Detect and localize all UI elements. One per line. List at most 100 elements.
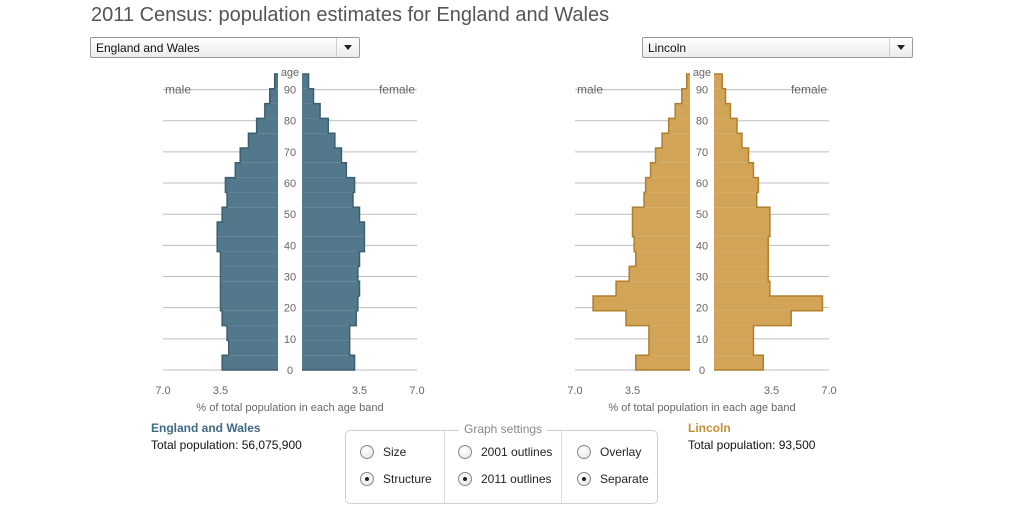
- y-tick-label: 30: [284, 272, 296, 284]
- summary-area-name: England and Wales: [151, 421, 261, 435]
- male-label: male: [165, 83, 191, 97]
- radio-separate[interactable]: Separate: [577, 472, 649, 486]
- female-label: female: [379, 83, 415, 97]
- graph-settings-panel: Graph settings Size Structure 2001 outli…: [345, 422, 658, 504]
- y-tick-label: 90: [284, 85, 296, 97]
- male-bar-50-54: [222, 207, 278, 222]
- y-tick-label: 40: [696, 240, 708, 252]
- graph-settings-legend: Graph settings: [459, 422, 548, 436]
- female-bar-5-9: [302, 340, 350, 356]
- female-label: female: [791, 83, 827, 97]
- male-bar-25-29: [616, 281, 690, 296]
- female-bar-50-54: [302, 207, 360, 222]
- male-bar-40-44: [634, 236, 690, 252]
- divider: [561, 431, 562, 503]
- male-bar-70-74: [655, 148, 690, 163]
- radio-icon[interactable]: [577, 472, 591, 486]
- y-tick-label: 90: [696, 85, 708, 97]
- radio-label: Overlay: [600, 445, 642, 459]
- female-bar-0-4: [714, 355, 764, 370]
- female-bar-90-94: [714, 88, 726, 104]
- summary-area-name: Lincoln: [688, 421, 731, 435]
- radio-2011-outlines[interactable]: 2011 outlines: [458, 472, 552, 486]
- area-select-left[interactable]: England and Wales: [90, 37, 360, 58]
- summary-right: Lincoln Total population: 93,500: [688, 421, 815, 452]
- male-bar-60-64: [645, 177, 690, 193]
- chevron-down-icon[interactable]: [889, 38, 912, 57]
- female-bar-65-69: [714, 162, 754, 178]
- page-title: 2011 Census: population estimates for En…: [91, 4, 610, 26]
- area-select-right[interactable]: Lincoln: [642, 37, 913, 58]
- area-select-left-value: England and Wales: [96, 41, 200, 55]
- male-bar-95+: [274, 74, 278, 89]
- x-tick-label: 7.0: [409, 385, 424, 397]
- female-bar-80-84: [302, 118, 329, 134]
- y-tick-label: 60: [284, 178, 296, 190]
- x-tick-label: 7.0: [567, 385, 582, 397]
- y-tick-label: 80: [696, 116, 708, 128]
- female-bar-35-39: [302, 251, 360, 267]
- x-tick-label: 7.0: [155, 385, 170, 397]
- male-bar-30-34: [629, 266, 690, 282]
- male-bar-35-39: [635, 251, 690, 267]
- pyramid-chart-lincoln: 0 10 20 30 40 50 60 70 80 90 age male female 7.0 3.5 3.…: [567, 67, 836, 414]
- radio-2001-outlines[interactable]: 2001 outlines: [458, 445, 552, 459]
- male-bar-0-4: [222, 355, 278, 370]
- female-bar-85-89: [302, 103, 321, 119]
- y-tick-label: 20: [284, 303, 296, 315]
- radio-icon[interactable]: [577, 445, 591, 459]
- y-tick-label: 60: [696, 178, 708, 190]
- male-bar-85-89: [264, 103, 278, 119]
- male-bar-85-89: [675, 103, 690, 119]
- radio-overlay[interactable]: Overlay: [577, 445, 641, 459]
- female-outline-2011: [714, 73, 824, 371]
- pyramid-chart-england-wales: 0 10 20 30 40 50 60 70 80 90 age male female 7.0 3.5 3.…: [155, 67, 424, 414]
- x-axis-label: % of total population in each age band: [196, 402, 383, 414]
- female-bar-50-54: [714, 207, 770, 222]
- x-tick-label: 3.5: [764, 385, 779, 397]
- y-axis-label: age: [693, 67, 711, 79]
- y-tick-label: 40: [284, 240, 296, 252]
- male-bar-80-84: [668, 118, 690, 134]
- male-bar-10-14: [648, 325, 690, 341]
- radio-icon[interactable]: [458, 445, 472, 459]
- radio-label: Structure: [383, 472, 432, 486]
- female-bar-10-14: [302, 325, 350, 341]
- radio-icon[interactable]: [360, 472, 374, 486]
- female-bar-60-64: [714, 177, 759, 193]
- female-bar-90-94: [302, 88, 314, 104]
- summary-total-population: Total population: 93,500: [688, 438, 816, 452]
- female-outline-2011: [302, 73, 366, 371]
- male-bar-30-34: [220, 266, 278, 282]
- y-tick-label: 50: [696, 209, 708, 221]
- male-bar-45-49: [217, 222, 278, 237]
- female-bar-20-24: [302, 296, 358, 311]
- female-bar-80-84: [714, 118, 737, 134]
- male-bar-50-54: [632, 207, 690, 222]
- radio-icon[interactable]: [458, 472, 472, 486]
- chevron-down-icon[interactable]: [336, 38, 359, 57]
- radio-structure[interactable]: Structure: [360, 472, 432, 486]
- female-bar-20-24: [714, 296, 823, 311]
- female-bar-55-59: [302, 192, 353, 208]
- radio-label: Size: [383, 445, 407, 459]
- female-bar-30-34: [302, 266, 358, 282]
- male-outline-2011: [592, 73, 690, 371]
- male-bar-10-14: [227, 325, 278, 341]
- female-bar-75-79: [302, 133, 335, 148]
- male-label: male: [577, 83, 603, 97]
- radio-icon[interactable]: [360, 445, 374, 459]
- y-tick-label: 10: [696, 334, 708, 346]
- male-bar-90-94: [681, 88, 690, 104]
- male-bar-20-24: [220, 296, 278, 311]
- female-bar-40-44: [302, 236, 365, 252]
- male-bar-35-39: [220, 251, 278, 267]
- male-bar-20-24: [593, 296, 690, 311]
- radio-size[interactable]: Size: [360, 445, 406, 459]
- summary-total-population: Total population: 56,075,900: [151, 438, 302, 452]
- male-bar-90-94: [269, 88, 278, 104]
- female-bar-95+: [714, 74, 723, 89]
- male-bar-40-44: [217, 236, 278, 252]
- y-tick-label: 80: [284, 116, 296, 128]
- radio-label: Separate: [600, 472, 649, 486]
